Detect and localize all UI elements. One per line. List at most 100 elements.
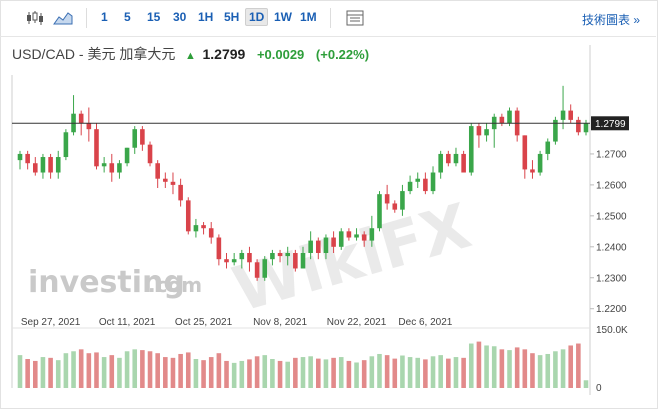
candle-body bbox=[530, 169, 535, 173]
volume-bar bbox=[216, 353, 222, 388]
candle-body bbox=[185, 200, 191, 232]
volume-bar bbox=[155, 353, 160, 388]
candle-body bbox=[239, 252, 245, 260]
timeframe-15[interactable]: 15 bbox=[147, 10, 161, 24]
volume-bar bbox=[201, 360, 206, 388]
volume-bar bbox=[40, 357, 46, 388]
candle-body bbox=[247, 252, 252, 263]
table-icon[interactable] bbox=[344, 8, 366, 28]
candle-body bbox=[124, 147, 130, 164]
timeframe-30[interactable]: 30 bbox=[173, 10, 187, 24]
candle-body bbox=[224, 259, 229, 263]
price-tick-label: 1.2500 bbox=[596, 211, 627, 222]
timeframe-1[interactable]: 1 bbox=[101, 10, 108, 24]
timeframe-1h[interactable]: 1H bbox=[198, 10, 214, 24]
volume-bar bbox=[140, 350, 145, 388]
volume-bar bbox=[522, 349, 528, 388]
timeframe-1d[interactable]: 1D bbox=[245, 8, 269, 26]
wikifx-watermark: WikiFX bbox=[225, 189, 478, 326]
timeframe-1w[interactable]: 1W bbox=[274, 10, 292, 24]
volume-bar bbox=[461, 357, 466, 388]
volume-bar bbox=[316, 358, 321, 388]
candle-body bbox=[63, 132, 69, 158]
volume-bar bbox=[423, 359, 428, 388]
candle-body bbox=[33, 163, 38, 173]
volume-bar bbox=[537, 355, 543, 388]
candle-body bbox=[438, 153, 443, 173]
candle-body bbox=[25, 153, 30, 164]
volume-bar bbox=[132, 349, 138, 388]
candle-body bbox=[346, 231, 352, 238]
volume-bar bbox=[239, 360, 245, 388]
volume-bar bbox=[193, 359, 199, 388]
price-tick-label: 1.2400 bbox=[596, 242, 627, 253]
timeframe-5h[interactable]: 5H bbox=[224, 10, 240, 24]
candle-body bbox=[553, 119, 558, 142]
candle-body bbox=[163, 178, 168, 182]
area-chart-icon[interactable] bbox=[52, 8, 74, 28]
candle-body bbox=[361, 234, 367, 241]
candle-body bbox=[384, 194, 390, 204]
volume-bar bbox=[507, 350, 512, 388]
candle-body bbox=[140, 129, 145, 145]
candlesticks bbox=[17, 85, 589, 281]
volume-bar bbox=[300, 357, 306, 388]
volume-bar bbox=[331, 357, 336, 388]
candle-body bbox=[208, 228, 214, 238]
candle-body bbox=[78, 113, 84, 123]
volume-bar bbox=[514, 347, 520, 388]
date-tick-label: Oct 25, 2021 bbox=[175, 317, 233, 328]
candle-body bbox=[568, 110, 573, 120]
symbol-name: USD/CAD - 美元 加拿大元 bbox=[12, 46, 176, 62]
volume-bar bbox=[338, 357, 344, 388]
timeframe-1m[interactable]: 1M bbox=[300, 10, 317, 24]
volume-bar bbox=[323, 359, 329, 388]
volume-bar bbox=[17, 355, 23, 388]
volume-zero-label: 0 bbox=[596, 383, 602, 394]
candle-body bbox=[285, 252, 290, 257]
candle-body bbox=[101, 163, 107, 167]
volume-bar bbox=[48, 357, 53, 388]
technical-chart-link[interactable]: 技術圖表 » bbox=[581, 13, 640, 27]
candle-body bbox=[300, 252, 306, 269]
candle-body bbox=[193, 225, 199, 232]
volume-bar bbox=[553, 351, 558, 388]
volume-bar bbox=[468, 343, 474, 388]
candlestick-icon[interactable] bbox=[24, 8, 46, 28]
candle-body bbox=[400, 191, 405, 210]
volume-bars bbox=[17, 341, 589, 388]
candle-body bbox=[484, 129, 489, 136]
volume-bar bbox=[392, 358, 398, 388]
volume-bar bbox=[208, 357, 214, 388]
volume-bar bbox=[545, 353, 551, 388]
candle-body bbox=[583, 123, 589, 133]
candle-body bbox=[308, 240, 313, 253]
timeframe-5[interactable]: 5 bbox=[124, 10, 131, 24]
candle-body bbox=[545, 141, 551, 154]
date-tick-label: Nov 8, 2021 bbox=[253, 317, 307, 328]
volume-bar bbox=[170, 357, 176, 388]
volume-bar bbox=[178, 353, 183, 388]
volume-bar bbox=[407, 357, 413, 388]
volume-bar bbox=[415, 357, 421, 388]
volume-bar bbox=[354, 362, 359, 388]
price-change-percent: (+0.22%) bbox=[315, 47, 370, 62]
volume-bar bbox=[94, 352, 99, 388]
candle-body bbox=[109, 163, 115, 173]
investing-watermark: investing bbox=[28, 265, 185, 300]
candle-body bbox=[270, 252, 275, 260]
volume-bar bbox=[308, 356, 313, 388]
candle-body bbox=[461, 153, 466, 173]
candle-body bbox=[254, 262, 260, 278]
candle-body bbox=[576, 119, 581, 133]
chart-axes: 1.2700 1.2600 1.2500 1.2400 1.2300 1.2200 Sep … bbox=[12, 116, 629, 394]
volume-bar bbox=[117, 357, 122, 388]
candle-body bbox=[170, 181, 176, 185]
price-tick-label: 1.2200 bbox=[596, 304, 627, 315]
chart-grid bbox=[11, 45, 591, 395]
candle-body bbox=[338, 231, 344, 247]
volume-bar bbox=[163, 357, 168, 388]
candle-body bbox=[331, 237, 336, 247]
candle-body bbox=[453, 153, 459, 164]
